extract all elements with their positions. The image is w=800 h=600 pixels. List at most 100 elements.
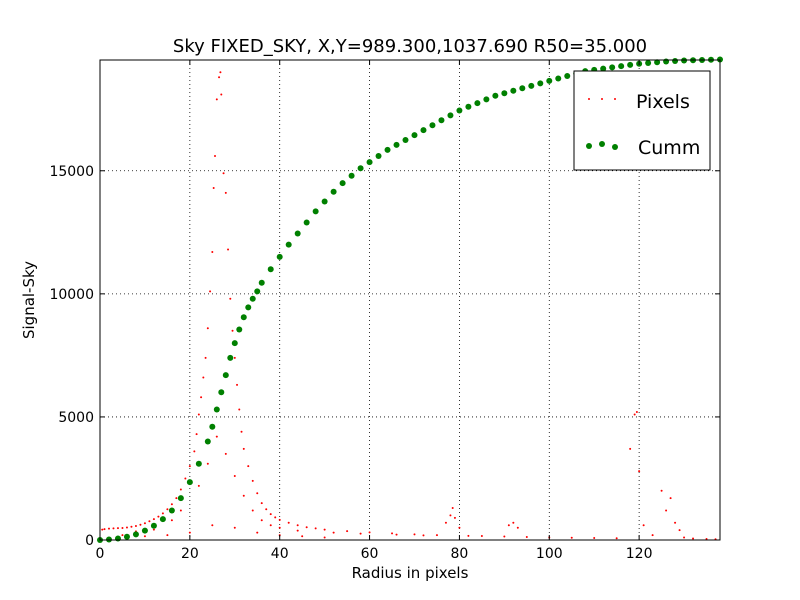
pixel-point (269, 513, 272, 516)
cumm-point (411, 132, 418, 139)
cumm-point (375, 153, 382, 159)
cumm-point (447, 112, 454, 119)
y-tick-label: 0 (85, 533, 94, 549)
cumm-point (303, 219, 310, 226)
cumm-point (186, 479, 193, 486)
pixel-point (211, 524, 214, 527)
cumm-point (218, 389, 225, 396)
pixel-point (148, 520, 151, 523)
pixel-point (238, 408, 241, 411)
pixel-point (444, 521, 447, 524)
pixel-point (678, 529, 681, 532)
legend-cumm-marker-3 (612, 144, 618, 150)
pixel-point (665, 509, 668, 512)
plot-frame (99, 59, 721, 541)
pixel-point (233, 526, 236, 529)
pixel-point (125, 526, 128, 529)
cumm-point (564, 73, 571, 79)
pixel-point (240, 430, 243, 433)
pixel-point (233, 475, 236, 477)
pixel-point (451, 507, 454, 509)
legend-cumm-marker-1 (586, 143, 592, 149)
pixel-point (242, 494, 245, 497)
y-tick-label: 15000 (49, 164, 94, 180)
pixel-point (229, 297, 232, 300)
pixel-point (209, 290, 212, 293)
cumm-point (159, 516, 166, 523)
pixel-point (633, 413, 636, 416)
pixel-point (570, 536, 573, 539)
pixel-point (179, 488, 182, 491)
cumm-point (519, 85, 526, 92)
legend-box (573, 70, 711, 171)
cumm-point (114, 535, 121, 542)
cumm-point (141, 527, 148, 534)
legend-pixels-marker-3 (614, 98, 616, 100)
cumm-point (177, 495, 184, 502)
pixel-point (233, 356, 236, 359)
pixel-point (219, 71, 222, 74)
pixel-point (359, 532, 362, 535)
pixel-point (236, 383, 239, 386)
pixel-point (143, 535, 146, 538)
cumm-point (537, 80, 544, 87)
pixel-point (184, 477, 187, 480)
pixel-point (449, 514, 452, 517)
cumm-point (510, 87, 517, 94)
pixel-point (256, 492, 259, 495)
pixel-point (453, 516, 456, 519)
x-tick-label: 60 (361, 546, 379, 562)
pixel-point (188, 465, 191, 468)
cumm-point (420, 127, 427, 134)
pixel-point (161, 512, 164, 515)
legend-pixels-marker-2 (601, 98, 603, 100)
pixel-point (224, 191, 227, 194)
cumm-point (123, 533, 130, 540)
pixel-point (683, 536, 686, 539)
cumm-point (348, 172, 355, 179)
cumm-point (384, 146, 391, 153)
pixel-point (391, 532, 394, 535)
cumm-point (276, 253, 283, 260)
pixel-point (179, 509, 182, 512)
pixel-point (651, 534, 654, 537)
chart-title: Sky FIXED_SKY, X,Y=989.300,1037.690 R50=… (173, 36, 647, 57)
cumm-point (393, 141, 400, 148)
cumm-point (402, 137, 409, 143)
legend-cumm-marker-2 (599, 141, 605, 147)
pixel-point (101, 528, 104, 531)
cumm-point (654, 59, 661, 66)
pixel-point (660, 489, 663, 492)
pixel-point (296, 529, 299, 532)
cumm-point (339, 180, 346, 187)
pixel-point (212, 187, 215, 189)
cumm-point (204, 438, 211, 445)
pixel-point (435, 534, 438, 537)
pixel-point (332, 531, 335, 534)
pixel-point (301, 535, 304, 538)
pixel-point (346, 530, 349, 533)
pixel-point (480, 535, 483, 538)
cumm-point (456, 107, 463, 114)
cumm-point (231, 340, 238, 347)
cumm-point (150, 522, 157, 529)
pixel-point (157, 515, 160, 518)
ticks-layer: 0 20 40 60 80 100 120 0 5000 10000 15000 (49, 60, 720, 562)
cumm-point (222, 372, 229, 379)
legend-pixels-label: Pixels (636, 91, 690, 113)
pixel-point (260, 519, 263, 522)
x-tick-label: 120 (626, 546, 653, 562)
pixel-point (467, 534, 470, 537)
cumm-point (501, 90, 508, 97)
pixel-point (305, 526, 308, 529)
pixel-point (395, 533, 398, 536)
cumm-point (429, 122, 436, 129)
pixel-point (669, 497, 672, 500)
cumm-point (254, 288, 261, 295)
cumm-point (195, 460, 202, 467)
y-tick-label: 5000 (58, 410, 94, 426)
pixel-point (287, 521, 290, 524)
pixel-point (251, 479, 254, 482)
